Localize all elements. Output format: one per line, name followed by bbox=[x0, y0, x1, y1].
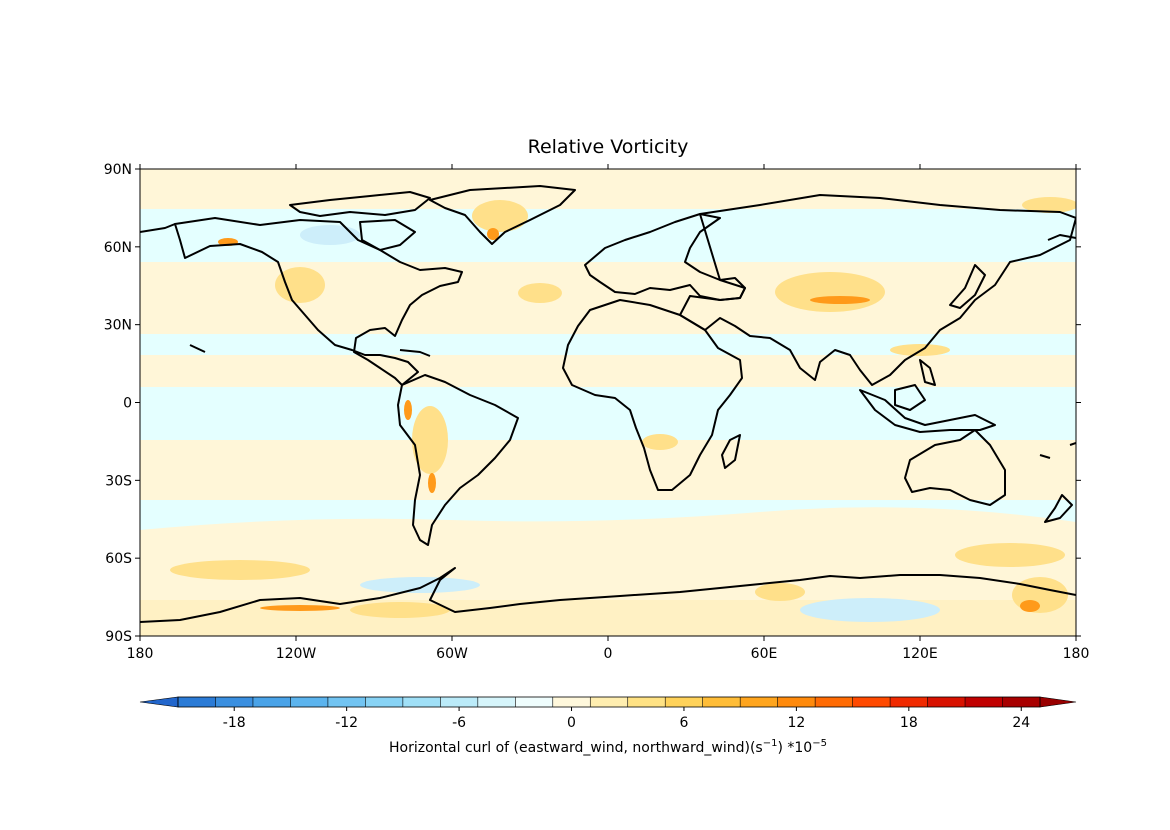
colorbar-segment bbox=[290, 697, 328, 707]
colorbar-label-mid: ) *10 bbox=[777, 740, 812, 756]
lat-tick-label: 60N bbox=[104, 240, 132, 256]
lat-tick-label: 30N bbox=[104, 318, 132, 334]
colorbar-segment bbox=[365, 697, 403, 707]
band-south-subtropics bbox=[140, 440, 1076, 500]
colorbar-tick-label: 18 bbox=[900, 715, 918, 731]
colorbar-segment bbox=[478, 697, 516, 707]
colorbar-tick-label: 0 bbox=[567, 715, 576, 731]
colorbar-tick-label: 12 bbox=[787, 715, 805, 731]
colorbar-tick-label: -6 bbox=[452, 715, 466, 731]
band-tropics bbox=[140, 355, 1076, 387]
colorbar-tick-label: -12 bbox=[335, 715, 358, 731]
plot-title: Relative Vorticity bbox=[528, 136, 689, 158]
lon-tick-label: 60E bbox=[751, 646, 778, 662]
colorbar-segment bbox=[815, 697, 853, 707]
lat-tick-label: 30S bbox=[105, 473, 132, 489]
lat-tick-label: 60S bbox=[105, 551, 132, 567]
colorbar-segment bbox=[515, 697, 553, 707]
colorbar-segment bbox=[178, 697, 216, 707]
colorbar-label-scale-exponent: −5 bbox=[812, 738, 827, 749]
lon-tick-label: 180 bbox=[127, 646, 154, 662]
lon-tick-label: 120W bbox=[276, 646, 317, 662]
colorbar-segment bbox=[740, 697, 778, 707]
colorbar-extend-high bbox=[1040, 697, 1076, 707]
lat-tick-label: 90N bbox=[104, 162, 132, 178]
lon-tick-label: 180 bbox=[1063, 646, 1090, 662]
colorbar-segment bbox=[1003, 697, 1041, 707]
colorbar-segment bbox=[253, 697, 291, 707]
band-arctic bbox=[140, 169, 1076, 209]
lon-tick-label: 60W bbox=[436, 646, 468, 662]
colorbar-segment bbox=[403, 697, 441, 707]
colorbar-label-main: Horizontal curl of (eastward_wind, north… bbox=[389, 740, 763, 756]
colorbar-extend-low bbox=[140, 697, 178, 707]
vorticity-field bbox=[140, 169, 1078, 636]
lon-tick-label: 120E bbox=[902, 646, 938, 662]
colorbar-segment bbox=[215, 697, 253, 707]
colorbar-label: Horizontal curl of (eastward_wind, north… bbox=[389, 738, 827, 756]
colorbar-segment bbox=[665, 697, 703, 707]
colorbar-segment bbox=[965, 697, 1003, 707]
colorbar-segment bbox=[590, 697, 628, 707]
colorbar-segment bbox=[440, 697, 478, 707]
colorbar-segment bbox=[628, 697, 666, 707]
colorbar-segment bbox=[553, 697, 591, 707]
colorbar-segment bbox=[703, 697, 741, 707]
colorbar-tick-label: -18 bbox=[223, 715, 246, 731]
colorbar-tick-label: 24 bbox=[1012, 715, 1030, 731]
lat-tick-label: 0 bbox=[123, 396, 132, 412]
colorbar-segment bbox=[928, 697, 966, 707]
colorbar-tick-label: 6 bbox=[679, 715, 688, 731]
lat-tick-label: 90S bbox=[105, 629, 132, 645]
lon-tick-label: 0 bbox=[604, 646, 613, 662]
colorbar: -18 -12 -6 0 6 12 18 24 bbox=[140, 697, 1076, 731]
colorbar-segment bbox=[890, 697, 928, 707]
colorbar-segment bbox=[778, 697, 816, 707]
colorbar-segment bbox=[853, 697, 891, 707]
colorbar-segment bbox=[328, 697, 366, 707]
colorbar-label-unit-exponent: −1 bbox=[763, 738, 778, 749]
band-southern-ocean bbox=[140, 507, 1076, 600]
